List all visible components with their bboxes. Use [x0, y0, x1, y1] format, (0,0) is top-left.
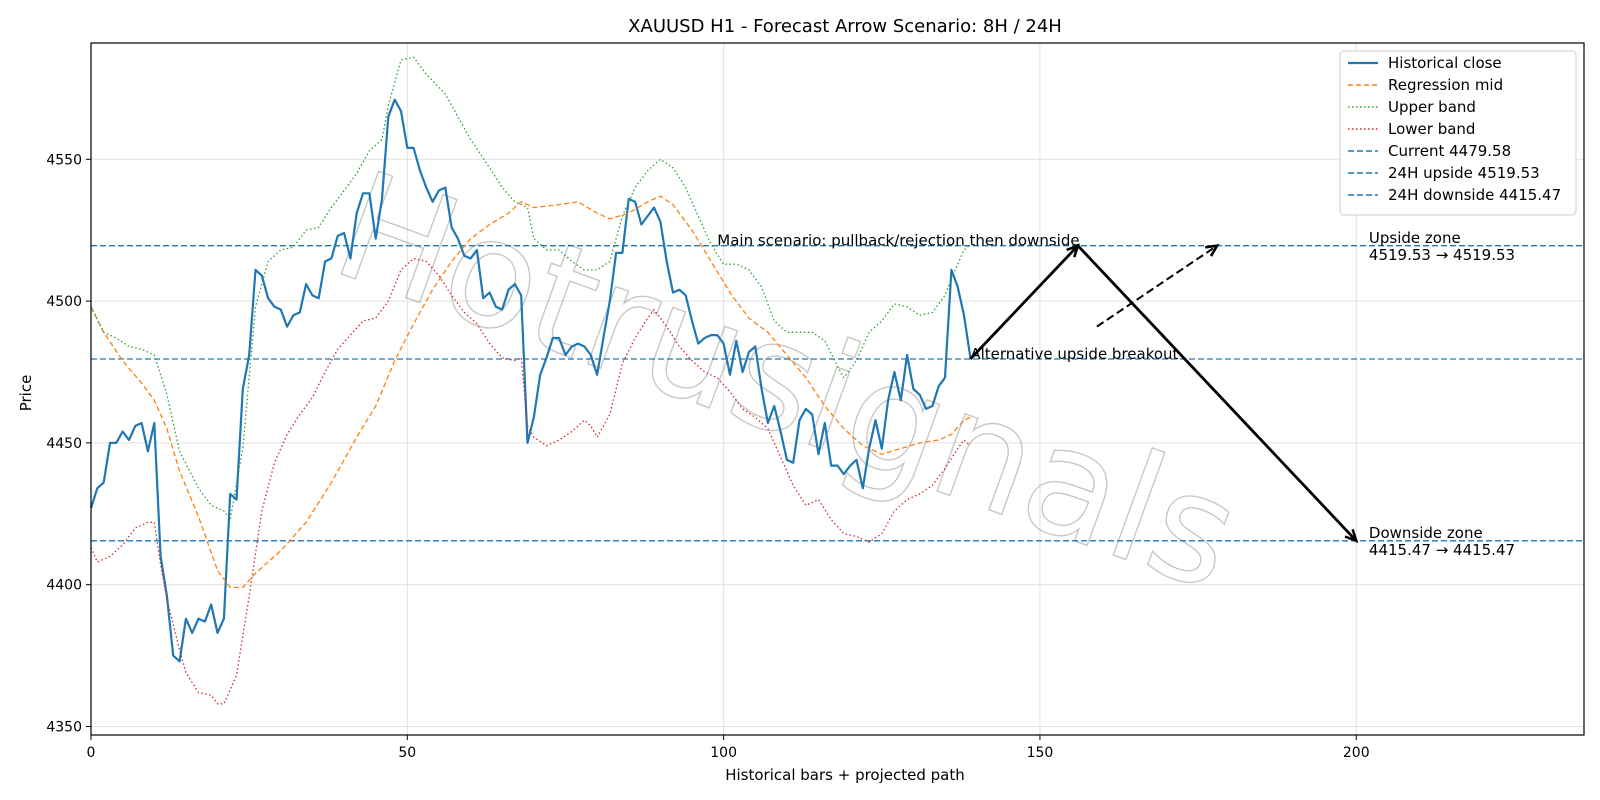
x-tick-label: 0 [87, 745, 96, 761]
y-tick-label: 4550 [46, 152, 82, 168]
x-axis-label: Historical bars + projected path [725, 766, 965, 784]
legend: Historical close Regression mid Upper band… [1339, 50, 1577, 216]
y-tick-label: 4450 [46, 436, 82, 452]
legend-entry: Current 4479.58 [1388, 142, 1511, 160]
arrow-head [1344, 528, 1359, 543]
legend-box [1339, 50, 1577, 216]
x-tick-label: 200 [1343, 745, 1370, 761]
y-tick-label: 4350 [46, 719, 82, 735]
alternative-arrow [1096, 244, 1218, 328]
legend-entry: Lower band [1388, 120, 1475, 138]
forecast-arrows [969, 243, 1359, 543]
grid [90, 43, 1584, 735]
main-scenario-arrow [1076, 244, 1358, 542]
x-tick-label: 150 [1027, 745, 1054, 761]
y-tick-label: 4400 [46, 578, 82, 594]
arrow-head [1205, 244, 1220, 257]
x-tick-label: 100 [710, 745, 737, 761]
series-lines [89, 56, 972, 705]
annotation-text: Alternative upside breakout [970, 345, 1178, 363]
annotation-text: Downside zone [1369, 524, 1483, 542]
legend-entry: 24H downside 4415.47 [1388, 186, 1561, 204]
legend-entry: 24H upside 4519.53 [1388, 164, 1540, 182]
plot-frame [90, 42, 1585, 736]
watermark: Hotrusignals [314, 139, 1260, 626]
legend-entry: Historical close [1388, 54, 1502, 72]
x-tick-label: 50 [398, 745, 416, 761]
annotation-text: Main scenario: pullback/rejection then d… [717, 232, 1079, 250]
y-tick-label: 4500 [46, 294, 82, 310]
level-lines [91, 245, 1584, 542]
historical-close-line [89, 98, 972, 663]
axis-ticks: 0 50 100 150 200 4350 4400 4450 4500 4550 [46, 152, 1369, 761]
legend-entry: Upper band [1388, 98, 1476, 116]
regression-mid-line [90, 195, 971, 589]
annotation-text: Upside zone [1369, 229, 1461, 247]
main-scenario-arrow [969, 244, 1079, 360]
watermark-text: Hotrusignals [315, 139, 1260, 625]
legend-entry: Regression mid [1388, 76, 1503, 94]
y-axis-label: Price [17, 375, 35, 412]
annotation-text: 4519.53 → 4519.53 [1369, 246, 1515, 264]
chart-title: XAUUSD H1 - Forecast Arrow Scenario: 8H … [628, 16, 1062, 37]
annotation-text: 4415.47 → 4415.47 [1369, 541, 1515, 559]
annotations: Main scenario: pullback/rejection then d… [717, 229, 1515, 559]
